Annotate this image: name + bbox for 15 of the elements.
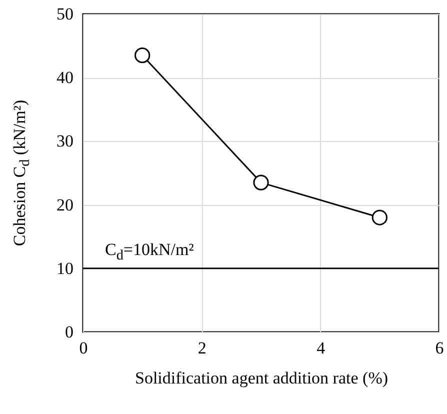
y-tick-label: 50 bbox=[56, 4, 74, 24]
y-tick-label: 20 bbox=[56, 195, 74, 214]
point bbox=[134, 48, 150, 64]
x-axis-title: Solidification agent addition rate (%) bbox=[134, 368, 388, 388]
x-tick-label: 4 bbox=[316, 338, 326, 358]
ref-line-label: C$_{d}$=10kN/m² bbox=[105, 240, 194, 264]
point bbox=[253, 174, 269, 190]
y-tick-label: 10 bbox=[56, 258, 74, 278]
x-tick-label: 2 bbox=[198, 338, 206, 358]
point bbox=[372, 210, 388, 226]
y-tick-label: 40 bbox=[56, 68, 74, 88]
y-tick-label: 0 bbox=[65, 322, 74, 342]
x-tick-label: 6 bbox=[435, 338, 444, 358]
y-tick-label: 30 bbox=[56, 132, 74, 151]
x-tick-label: 0 bbox=[79, 338, 88, 358]
